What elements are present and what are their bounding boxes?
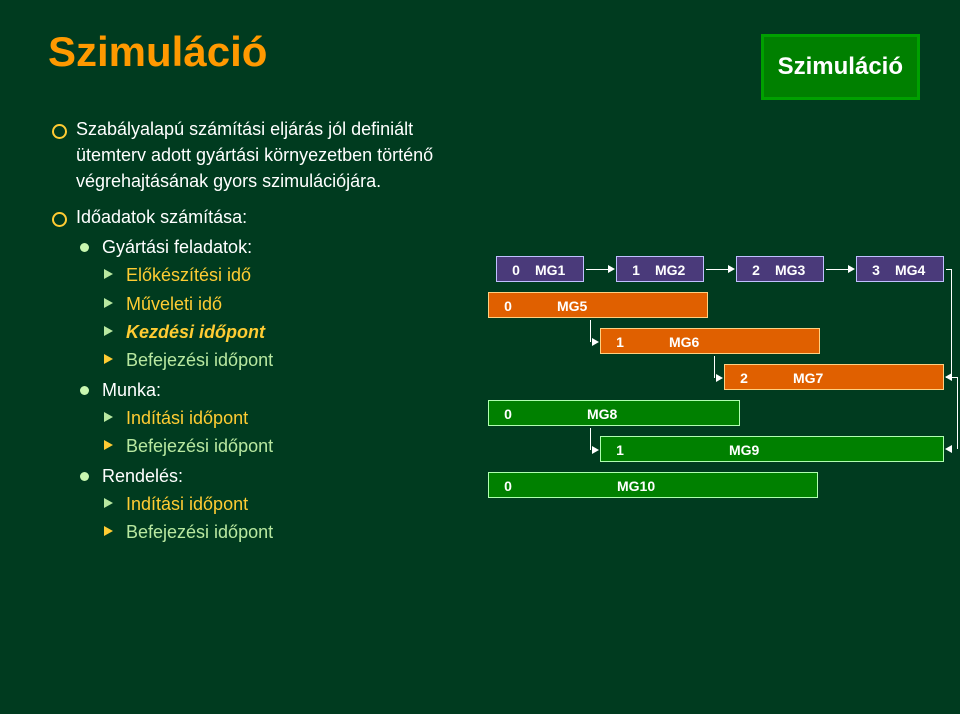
bar-mg7-label: MG7	[763, 370, 823, 386]
bar-mg9: 1MG9	[600, 436, 944, 462]
bar-mg3-label: MG3	[775, 262, 805, 278]
sub-2a1: Előkészítési idő	[102, 262, 478, 288]
bar-mg9-num: 1	[601, 437, 639, 463]
conn-mg6-down	[714, 356, 715, 378]
conn-mg1-mg2	[586, 269, 608, 270]
arrow-mg6-mg7	[716, 374, 723, 382]
bar-mg4-label: MG4	[895, 262, 925, 278]
bar-mg5-num: 0	[489, 293, 527, 319]
bar-mg10: 0MG10	[488, 472, 818, 498]
bar-mg1-num: 0	[497, 257, 535, 283]
bar-mg5: 0MG5	[488, 292, 708, 318]
bullet-2c-text: Rendelés:	[102, 466, 183, 486]
bar-mg6-label: MG6	[639, 334, 699, 350]
bar-mg5-label: MG5	[527, 298, 587, 314]
bullet-2a: Gyártási feladatok: Előkészítési idő Műv…	[76, 234, 478, 372]
sub-2c1: Indítási időpont	[102, 491, 478, 517]
bullet-2-text: Időadatok számítása:	[76, 207, 247, 227]
sub-2a3: Kezdési időpont	[102, 319, 478, 345]
bar-mg10-label: MG10	[527, 478, 655, 494]
conn-mg5-down	[590, 320, 591, 342]
bar-mg6-num: 1	[601, 329, 639, 355]
bullet-2: Időadatok számítása: Gyártási feladatok:…	[48, 204, 478, 545]
arrow-mg1-mg2	[608, 265, 615, 273]
bar-mg2: 1MG2	[616, 256, 704, 282]
bullet-1: Szabályalapú számítási eljárás jól defin…	[48, 116, 478, 194]
arrow-mg5-mg6	[592, 338, 599, 346]
bar-mg6: 1MG6	[600, 328, 820, 354]
arrow-right-2	[945, 445, 952, 453]
bar-mg2-num: 1	[617, 257, 655, 283]
bullet-2a-text: Gyártási feladatok:	[102, 237, 252, 257]
sub-2a2: Műveleti idő	[102, 291, 478, 317]
gantt-diagram: 0MG1 1MG2 2MG3 3MG4 0MG5 1MG6 2MG7	[488, 256, 920, 586]
arrow-mg2-mg3	[728, 265, 735, 273]
bar-mg4-num: 3	[857, 257, 895, 283]
bar-mg9-label: MG9	[639, 442, 759, 458]
content-row: Szabályalapú számítási eljárás jól defin…	[48, 116, 920, 586]
bar-mg4: 3MG4	[856, 256, 944, 282]
sub-2a4: Befejezési időpont	[102, 347, 478, 373]
bar-mg2-label: MG2	[655, 262, 685, 278]
bar-mg3-num: 2	[737, 257, 775, 283]
badge-box: Szimuláció	[761, 34, 920, 100]
bar-mg3: 2MG3	[736, 256, 824, 282]
bar-mg1: 0MG1	[496, 256, 584, 282]
bar-mg1-label: MG1	[535, 262, 565, 278]
slide: Szimuláció Szimuláció Szabályalapú számí…	[0, 0, 960, 714]
bar-mg7: 2MG7	[724, 364, 944, 390]
sub-2b1: Indítási időpont	[102, 405, 478, 431]
bar-mg8-num: 0	[489, 401, 527, 427]
sub-2b2: Befejezési időpont	[102, 433, 478, 459]
arrow-mg3-mg4	[848, 265, 855, 273]
bar-mg7-num: 2	[725, 365, 763, 391]
conn-right-2v	[957, 377, 958, 449]
bar-mg8-label: MG8	[527, 406, 617, 422]
bullet-2c: Rendelés: Indítási időpont Befejezési id…	[76, 463, 478, 545]
conn-right-1v	[951, 269, 952, 377]
bullet-2b: Munka: Indítási időpont Befejezési időpo…	[76, 377, 478, 459]
bullet-2b-text: Munka:	[102, 380, 161, 400]
conn-mg2-mg3	[706, 269, 728, 270]
bar-mg10-num: 0	[489, 473, 527, 499]
bullet-list: Szabályalapú számítási eljárás jól defin…	[48, 116, 478, 586]
conn-mg8-down	[590, 428, 591, 450]
conn-mg3-mg4	[826, 269, 848, 270]
sub-2c2: Befejezési időpont	[102, 519, 478, 545]
arrow-mg8-mg9	[592, 446, 599, 454]
bar-mg8: 0MG8	[488, 400, 740, 426]
